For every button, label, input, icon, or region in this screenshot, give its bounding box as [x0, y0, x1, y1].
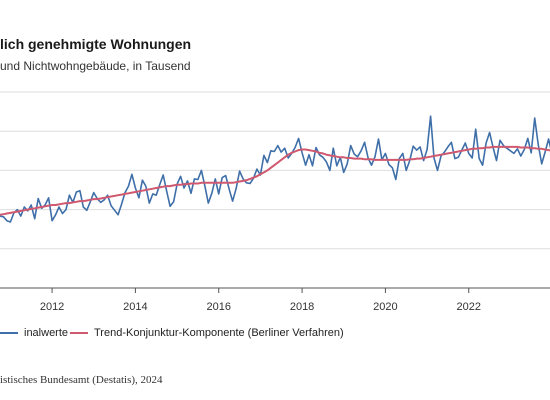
- legend-trend-swatch: [70, 332, 88, 335]
- x-tick-label: 2020: [373, 301, 397, 313]
- source-note: istisches Bundesamt (Destatis), 2024: [0, 374, 163, 386]
- x-tick-label: 2018: [290, 301, 314, 313]
- chart-title: lich genehmigte Wohnungen: [0, 36, 192, 52]
- legend-item-original: inalwerte: [0, 327, 68, 341]
- x-tick-label: 2014: [123, 301, 147, 313]
- legend-original-label: inalwerte: [24, 327, 69, 339]
- series-lines: [0, 115, 550, 223]
- series-line-original: [0, 115, 550, 223]
- legend-trend-label: Trend-Konjunktur-Komponente (Berliner Ve…: [94, 327, 344, 339]
- chart-subtitle: und Nichtwohngebäude, in Tausend: [0, 59, 191, 73]
- x-tick-label: 2022: [457, 301, 481, 313]
- legend-item-trend: Trend-Konjunktur-Komponente (Berliner Ve…: [70, 327, 344, 341]
- legend-original-swatch: [0, 332, 18, 335]
- series-line-trend: [0, 145, 550, 216]
- x-tick-label: 2012: [40, 301, 64, 313]
- gridlines: [0, 91, 550, 250]
- x-axis-ticks: 2012 2014 2016 2018 2020 2022: [40, 288, 481, 313]
- x-tick-label: 2016: [207, 301, 231, 313]
